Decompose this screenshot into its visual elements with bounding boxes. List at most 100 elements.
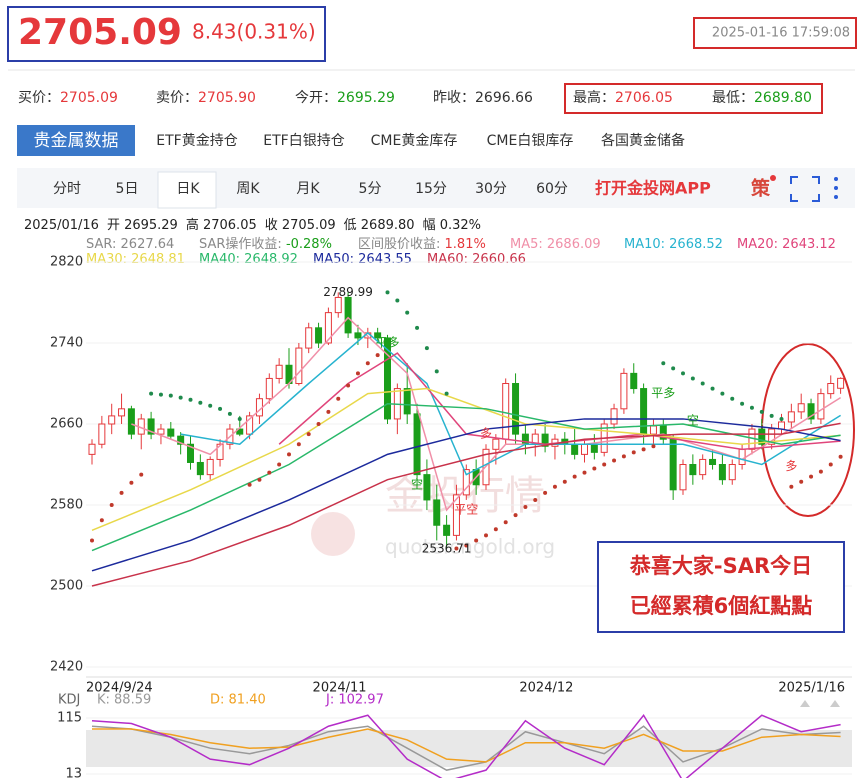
candle-body: [512, 383, 520, 435]
sar-dot: [158, 392, 163, 397]
sar-dot: [690, 376, 695, 381]
sar-dot: [99, 518, 104, 523]
info-item: 2025/01/16: [24, 218, 99, 233]
period-tab[interactable]: 日K: [176, 181, 200, 197]
candle-body: [462, 469, 470, 496]
period-tab[interactable]: 分时: [53, 181, 81, 197]
x-tick-label: 2024/12: [519, 681, 573, 696]
app-link[interactable]: 打开金投网APP: [595, 179, 711, 198]
period-tab[interactable]: 5日: [116, 181, 139, 197]
tab[interactable]: ETF白银持仓: [263, 133, 344, 149]
info-item: 收 2705.09: [265, 218, 336, 233]
x-tick-label: 2024/9/24: [86, 681, 153, 696]
sar-dot: [336, 396, 341, 401]
sar-dot: [326, 409, 331, 414]
y-tick-label: 2660: [50, 417, 83, 432]
kdj-lines: [91, 713, 841, 778]
sar-dot: [218, 406, 223, 411]
period-tab[interactable]: 15分: [415, 181, 447, 197]
strategy-button[interactable]: 策: [751, 177, 771, 200]
sar-dot: [119, 490, 124, 495]
candle-body: [344, 296, 352, 334]
moving-average-line: [278, 352, 841, 451]
tab[interactable]: ETF黄金持仓: [156, 132, 237, 149]
candle-body: [423, 474, 431, 501]
candle-body: [709, 458, 717, 465]
candle-body: [246, 415, 254, 435]
sar-dot: [484, 533, 488, 538]
period-active-bg: [157, 171, 217, 209]
price-change: 8.43(0.31%): [192, 20, 316, 44]
sar-dot: [208, 403, 213, 408]
price: 2705.09: [18, 12, 182, 53]
sar-dot: [454, 546, 459, 551]
sar-dot: [661, 361, 666, 366]
more-icon[interactable]: [834, 177, 838, 199]
sar-dot: [168, 393, 173, 398]
sar-dot: [552, 484, 557, 489]
quote-value: 2695.29: [337, 90, 395, 106]
period-tab[interactable]: 60分: [536, 181, 568, 197]
candle-body: [768, 428, 776, 445]
sar-dot: [799, 479, 804, 484]
quote-value: 2705.09: [60, 90, 118, 106]
scroll-up[interactable]: [830, 700, 840, 707]
sar-dot: [90, 538, 94, 543]
legend-item: SAR操作收益: -0.28%: [199, 236, 332, 252]
sar-dot: [129, 480, 134, 485]
sar-dot: [424, 346, 429, 351]
sar-dot: [671, 366, 676, 371]
sar-dot: [562, 479, 567, 484]
fullscreen-icon[interactable]: [790, 176, 820, 202]
candle-body: [265, 377, 273, 400]
sar-dot: [582, 470, 587, 475]
sar-dot: [178, 395, 183, 400]
period-tab[interactable]: 月K: [296, 181, 320, 197]
quote-value: 2706.05: [615, 90, 673, 106]
sar-dot: [139, 472, 144, 477]
sar-dot: [681, 371, 685, 376]
sar-dot: [444, 391, 449, 396]
sar-dot: [730, 396, 735, 401]
legend-label: MA5: 2686.09: [510, 237, 601, 252]
sar-dot: [247, 482, 252, 487]
candle-body: [177, 435, 185, 445]
tab[interactable]: 各国黄金储备: [601, 132, 685, 149]
y-tick-label: 2580: [50, 498, 83, 513]
notice-box: [597, 541, 845, 633]
quote-label: 卖价：: [156, 90, 198, 106]
info-item: 幅 0.32%: [423, 218, 481, 233]
candle-body: [324, 312, 332, 344]
time-box: [693, 17, 857, 49]
scroll-up[interactable]: [800, 700, 810, 707]
tab[interactable]: CME白银库存: [487, 133, 574, 149]
annotation: 空: [411, 477, 423, 491]
quote-value: 2696.66: [475, 90, 533, 106]
candle-body: [837, 377, 845, 389]
quote: 买价：2705.09: [18, 90, 118, 106]
annotation: 多: [480, 427, 492, 441]
info-item: 低 2689.80: [344, 218, 415, 233]
sar-dot: [740, 401, 745, 406]
candle-body: [334, 296, 342, 314]
period-tab[interactable]: 5分: [359, 181, 382, 197]
tab[interactable]: CME黄金库存: [371, 132, 458, 149]
legend-label: MA40: 2648.92: [199, 252, 298, 267]
sar-dot: [287, 452, 291, 457]
quote-label: 今开：: [295, 90, 337, 106]
sar-dot: [572, 474, 577, 479]
sar-dot: [809, 474, 814, 479]
sar-dot: [227, 411, 232, 416]
period-tab[interactable]: 30分: [475, 181, 507, 197]
moving-average-line: [180, 331, 841, 476]
legend-value: -0.28%: [286, 237, 332, 252]
sar-dot: [828, 462, 833, 467]
legend-label: 区间股价收益:: [358, 237, 445, 252]
period-tab[interactable]: 周K: [236, 181, 260, 197]
tab[interactable]: 贵金属数据: [34, 131, 119, 151]
kdj-legend: D: 81.40: [210, 693, 266, 708]
legend-item: MA5: 2686.09: [510, 237, 601, 252]
y-tick-label: 13: [65, 767, 82, 778]
notice-text: 已經累積6個紅點點: [630, 594, 813, 618]
sar-dot: [818, 469, 823, 474]
